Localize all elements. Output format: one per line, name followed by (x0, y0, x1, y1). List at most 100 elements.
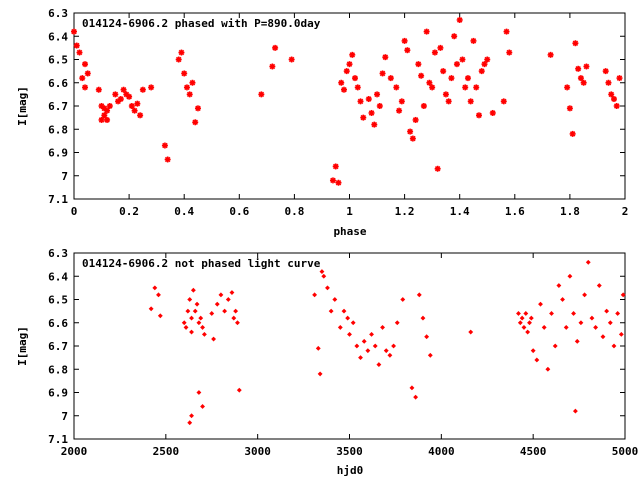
unphased-data-point (523, 311, 529, 316)
unphased-data-point (233, 308, 239, 314)
phased-data-point (272, 44, 279, 51)
unphased-data-point (589, 315, 595, 321)
unphased-data-point (372, 343, 378, 349)
unphased-data-point (345, 315, 351, 321)
unphased-data-point (196, 390, 202, 395)
unphased-data-point (525, 329, 531, 335)
unphased-data-point (585, 259, 591, 265)
unphased-data-point (582, 292, 588, 298)
phased-data-point (608, 91, 615, 98)
phased-ytick-label: 6.7 (48, 100, 68, 113)
phased-data-point (288, 56, 295, 63)
phased-data-point (329, 177, 336, 184)
phased-data-point (258, 91, 265, 98)
phased-data-point (420, 103, 427, 109)
unphased-data-point (332, 297, 338, 302)
unphased-data-point (563, 324, 569, 330)
phased-data-point (415, 61, 422, 68)
phased-data-point (605, 79, 612, 86)
unphased-data-point (596, 283, 602, 288)
phased-data-point (101, 112, 108, 119)
unphased-data-point (200, 404, 205, 409)
phased-data-point (478, 68, 485, 75)
unphased-data-point (354, 343, 360, 349)
phased-data-point (71, 28, 77, 35)
unphased-data-point (383, 348, 389, 354)
unphased-ytick-label: 6.9 (48, 387, 68, 400)
unphased-data-point (321, 273, 327, 279)
unphased-data-point (365, 348, 371, 354)
phased-data-point (346, 61, 353, 68)
phased-data-point (462, 84, 469, 91)
unphased-data-point (350, 320, 356, 326)
phased-data-point (134, 100, 141, 107)
phased-data-point (423, 28, 430, 35)
phased-data-point (352, 75, 359, 82)
unphased-data-point (225, 297, 231, 302)
phased-data-point (335, 179, 342, 186)
unphased-data-point (231, 315, 237, 321)
phased-data-point (448, 75, 455, 82)
phased-data-point (175, 56, 182, 63)
unphased-data-point (534, 357, 540, 363)
phased-data-point (473, 84, 480, 91)
phased-data-point (506, 49, 513, 56)
phased-data-point (117, 96, 124, 103)
unphased-data-point (574, 338, 580, 344)
phased-data-point (349, 51, 356, 58)
unphased-data-point (376, 362, 382, 368)
phased-data-point (73, 42, 80, 49)
unphased-plot-ylabel: I[mag] (16, 326, 29, 366)
unphased-ytick-label: 6.5 (48, 294, 68, 307)
unphased-ytick-label: 7.1 (48, 433, 68, 446)
phased-xtick-label: 0 (71, 205, 78, 218)
phased-data-point (183, 84, 190, 91)
unphased-data-point (229, 290, 235, 295)
unphased-xtick-label: 5000 (612, 445, 639, 458)
phased-xtick-label: 1.2 (395, 205, 415, 218)
unphased-data-point (387, 352, 393, 358)
unphased-data-point (468, 329, 474, 335)
unphased-data-point (190, 287, 196, 293)
phased-data-point (429, 84, 436, 91)
phased-data-point (398, 98, 405, 105)
unphased-data-point (567, 273, 573, 279)
unphased-data-point (187, 420, 193, 426)
phased-data-point (613, 103, 620, 109)
phased-data-point (409, 135, 416, 142)
unphased-data-point (235, 320, 240, 326)
unphased-data-point (369, 331, 374, 337)
unphased-data-point (185, 308, 191, 314)
phased-data-point (564, 84, 571, 91)
phased-data-point (161, 142, 168, 149)
phased-data-point (82, 61, 89, 68)
phased-data-point (464, 75, 471, 82)
phased-data-point (434, 165, 441, 172)
phased-data-point (98, 116, 105, 123)
unphased-data-point (218, 292, 224, 298)
phased-data-point (401, 37, 408, 44)
phased-data-point (379, 70, 386, 77)
unphased-data-point (572, 408, 578, 414)
phased-plot-title: 014124-6906.2 phased with P=890.0day (82, 17, 321, 30)
phased-data-point (357, 98, 364, 105)
unphased-data-point (198, 315, 204, 321)
phased-ytick-label: 6.4 (48, 30, 68, 43)
unphased-data-point (181, 320, 187, 326)
unphased-data-point (400, 297, 406, 302)
phased-data-point (128, 103, 135, 109)
phased-data-point (371, 121, 378, 128)
phased-data-point (616, 75, 623, 82)
phased-plot-xlabel: phase (333, 225, 366, 238)
phased-data-point (467, 98, 474, 105)
phased-data-point (475, 112, 482, 119)
unphased-data-point (618, 331, 624, 337)
phased-xtick-label: 1.8 (560, 205, 580, 218)
unphased-plot-frame (73, 252, 626, 440)
unphased-xtick-label: 4500 (520, 445, 547, 458)
phased-data-point (340, 86, 347, 93)
unphased-data-point (527, 320, 532, 326)
phased-data-point (437, 44, 444, 51)
phased-data-point (456, 16, 463, 23)
